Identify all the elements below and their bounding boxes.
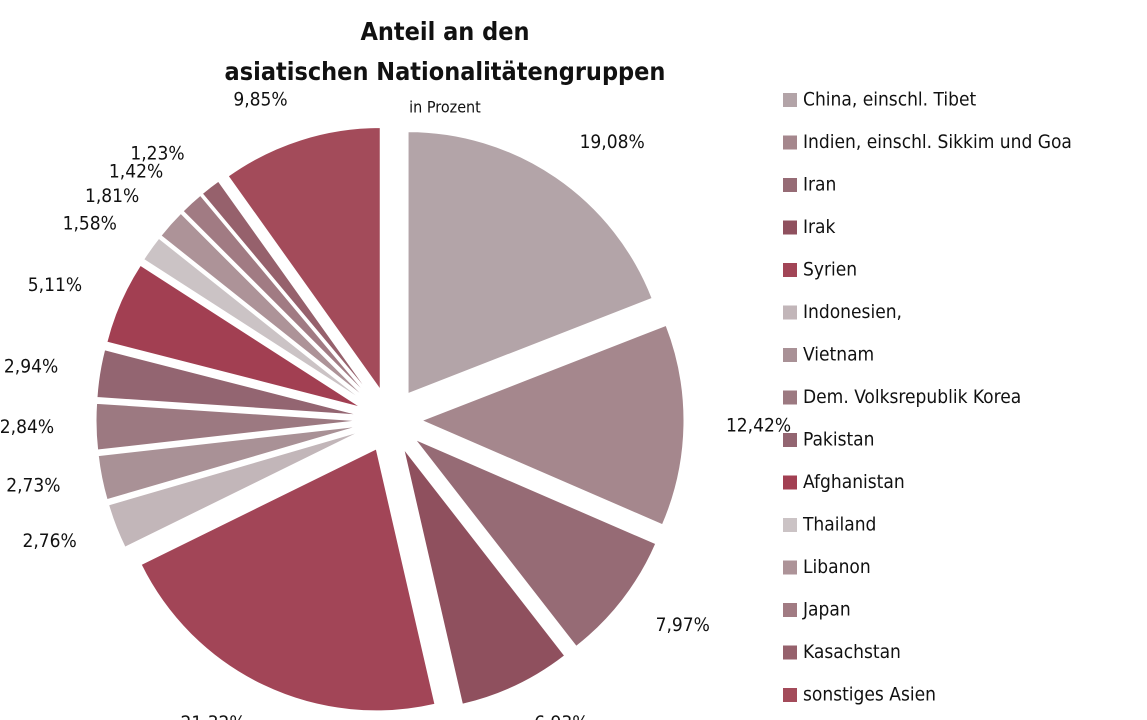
data-label: 1,58% (63, 213, 117, 235)
pie-slice (143, 237, 365, 402)
pie-slice (182, 194, 369, 397)
pie-slice (201, 180, 371, 395)
chart-title: asiatischen Nationalitätengruppen (225, 57, 666, 86)
pie-slice (160, 212, 367, 400)
data-label: 2,84% (0, 416, 54, 438)
pie-slice (420, 324, 685, 526)
data-label: 12,42% (726, 415, 791, 437)
legend-swatch (783, 603, 797, 617)
pie-slice (96, 349, 359, 416)
legend-label: Pakistan (803, 429, 875, 451)
data-label: 9,85% (233, 88, 287, 110)
legend-swatch (783, 518, 797, 532)
legend-label: China, einschl. Tibet (803, 89, 977, 111)
legend-swatch (783, 178, 797, 192)
data-label: 2,73% (6, 475, 60, 497)
data-label: 1,42% (109, 161, 163, 183)
legend-swatch (783, 348, 797, 362)
legend-swatch (783, 305, 797, 320)
data-label: 1,23% (130, 143, 184, 165)
legend-swatch (783, 93, 797, 107)
legend-swatch (783, 645, 797, 660)
data-label: 21,32% (181, 712, 246, 720)
legend-label: Irak (803, 216, 836, 238)
data-label: 2,76% (22, 530, 76, 552)
legend-label: Indien, einschl. Sikkim und Goa (803, 131, 1072, 153)
data-label: 5,11% (28, 274, 82, 296)
legend-label: Vietnam (803, 344, 874, 366)
legend-swatch (783, 433, 797, 447)
pie-slice (403, 448, 566, 705)
data-label: 19,08% (580, 131, 645, 153)
legend-label: sonstiges Asien (803, 684, 936, 706)
data-label: 7,97% (656, 614, 710, 636)
legend-swatch (783, 220, 797, 235)
pie-slice (140, 448, 436, 712)
legend-swatch (783, 688, 797, 702)
legend-swatch (783, 390, 797, 405)
pie-slice (108, 431, 361, 548)
legend-swatch (783, 263, 797, 277)
data-label: 2,94% (4, 355, 58, 377)
chart-title: Anteil an den (360, 17, 529, 46)
chart-subtitle: in Prozent (409, 98, 481, 117)
pie-slice (407, 131, 653, 395)
legend-label: Dem. Volksrepublik Korea (803, 386, 1021, 408)
legend-label: Kasachstan (803, 641, 901, 663)
legend-label: Iran (803, 174, 836, 196)
data-label: 1,81% (85, 185, 139, 207)
legend-swatch (783, 560, 797, 575)
pie-slice (227, 127, 381, 392)
legend-swatch (783, 135, 797, 150)
legend-swatch (783, 475, 797, 490)
legend-label: Libanon (803, 556, 871, 578)
pie-slice (106, 264, 361, 408)
pie-slice (97, 425, 359, 501)
legend-label: Thailand (802, 514, 876, 536)
data-label: 6,93% (534, 712, 588, 720)
legend-label: Afghanistan (803, 471, 905, 493)
pie-slice (414, 439, 657, 648)
legend-label: Syrien (803, 259, 857, 281)
legend-label: Japan (802, 599, 851, 621)
legend-label: Indonesien, (803, 301, 902, 323)
pie-slice (95, 402, 359, 451)
